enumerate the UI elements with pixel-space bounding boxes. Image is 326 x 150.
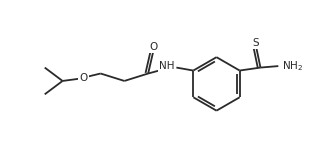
- Text: O: O: [79, 73, 87, 83]
- Text: NH: NH: [159, 61, 175, 71]
- Text: NH$_2$: NH$_2$: [282, 59, 303, 73]
- Text: O: O: [149, 42, 158, 52]
- Text: S: S: [253, 38, 259, 48]
